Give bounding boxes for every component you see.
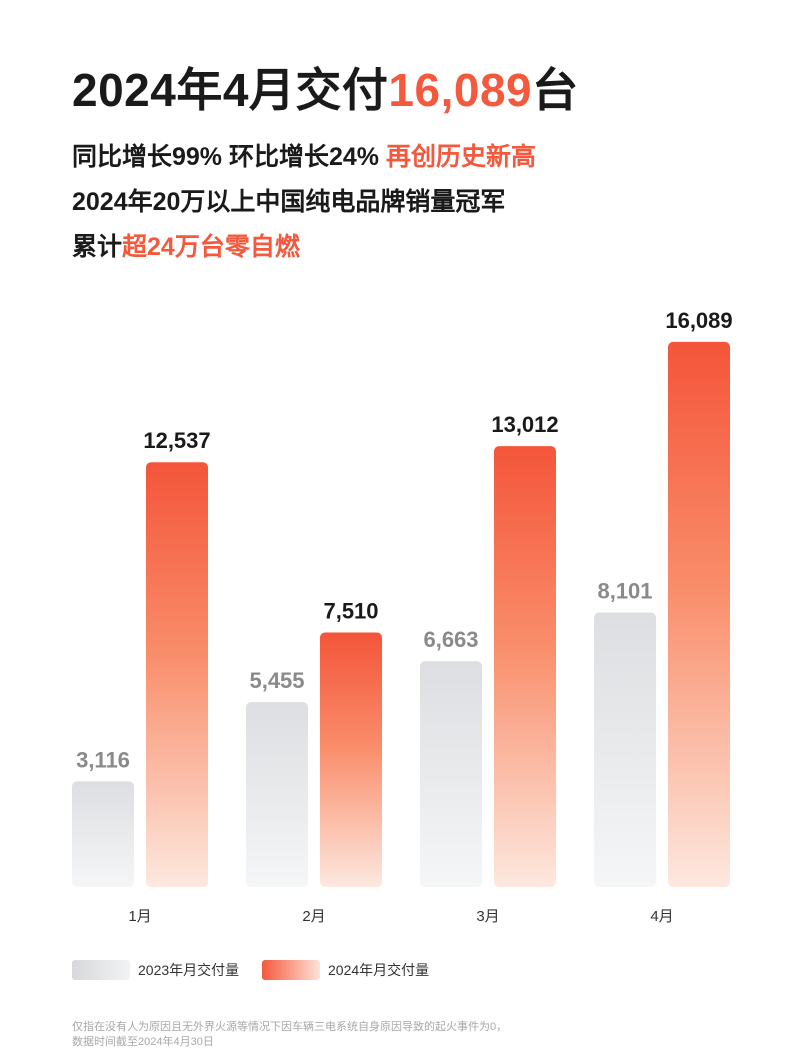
- safety-line: 累计超24万台零自燃: [72, 231, 300, 263]
- bar-2023-2: [246, 702, 308, 887]
- headline: 2024年4月交付16,089台: [72, 62, 579, 118]
- champion-line: 2024年20万以上中国纯电品牌销量冠军: [72, 186, 505, 218]
- bar-2024-1: [146, 462, 208, 887]
- record-high-text: 再创历史新高: [385, 143, 536, 171]
- footnote-line-1: 仅指在没有人为原因且无外界火源等情况下因车辆三电系统自身原因导致的起火事件为0，: [72, 1021, 508, 1033]
- footnote: 仅指在没有人为原因且无外界火源等情况下因车辆三电系统自身原因导致的起火事件为0，…: [72, 1020, 507, 1050]
- category-label-3: 3月: [476, 908, 499, 925]
- category-label-2: 2月: [302, 908, 325, 925]
- bar-2024-4: [668, 341, 730, 887]
- value-label-2023-4: 8,101: [597, 579, 652, 604]
- legend-item-2024: 2024年月交付量: [262, 959, 429, 981]
- zero-fire-text: 超24万台零自燃: [122, 233, 300, 261]
- delivery-bar-chart: 3,116 12,537 5,455 7,510 6,663 13,012 8,101 16,…: [72, 308, 733, 925]
- legend-swatch-2023: [72, 960, 130, 980]
- value-label-2024-2: 7,510: [323, 599, 378, 624]
- cumulative-text: 累计: [72, 233, 123, 261]
- champion-text: 2024年20万以上中国纯电品牌销量冠军: [72, 188, 506, 216]
- value-label-2023-2: 5,455: [249, 668, 304, 693]
- value-label-2024-3: 13,012: [491, 412, 558, 437]
- bar-2023-4: [594, 612, 656, 887]
- headline-suffix: 台: [532, 64, 579, 116]
- category-label-4: 4月: [650, 908, 673, 925]
- growth-line: 同比增长99% 环比增长24% 再创历史新高: [72, 141, 536, 173]
- legend-swatch-2024: [262, 960, 320, 980]
- value-label-2023-3: 6,663: [423, 627, 478, 652]
- bar-2023-3: [420, 661, 482, 887]
- footnote-line-2: 数据时间截至2024年4月30日: [72, 1036, 214, 1048]
- bar-2024-3: [494, 446, 556, 887]
- growth-text: 同比增长99% 环比增长24%: [72, 143, 386, 171]
- value-label-2024-4: 16,089: [665, 308, 732, 333]
- legend-label-2024: 2024年月交付量: [328, 962, 430, 978]
- category-label-1: 1月: [128, 908, 151, 925]
- headline-prefix: 2024年4月交付: [72, 64, 389, 116]
- legend-item-2023: 2023年月交付量: [72, 959, 239, 981]
- bar-2023-1: [72, 781, 134, 887]
- bar-2024-2: [320, 632, 382, 887]
- value-label-2024-1: 12,537: [143, 428, 210, 453]
- legend-label-2023: 2023年月交付量: [138, 962, 240, 978]
- headline-number: 16,089: [388, 64, 533, 116]
- value-label-2023-1: 3,116: [76, 747, 130, 772]
